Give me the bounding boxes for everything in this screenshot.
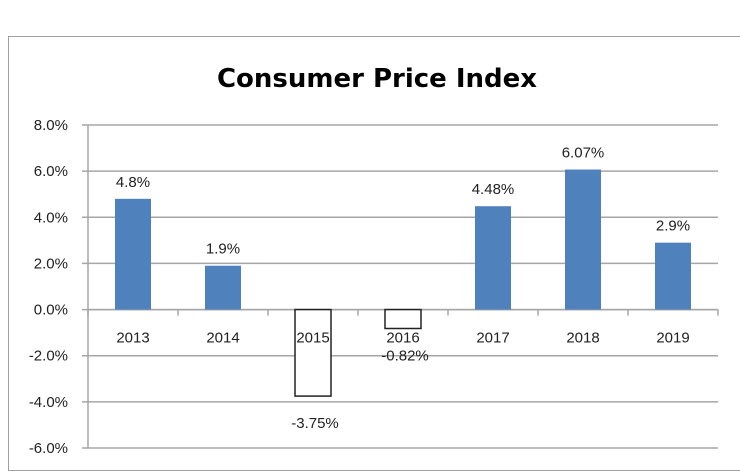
bar <box>655 242 691 310</box>
bar <box>115 198 151 310</box>
data-label: 2.9% <box>656 218 690 235</box>
y-tick-label: 8.0% <box>34 117 68 134</box>
bar <box>294 308 332 397</box>
y-tick-label: 6.0% <box>34 163 68 180</box>
data-label: 4.48% <box>472 181 515 198</box>
x-tick-label: 2015 <box>296 330 329 347</box>
bar <box>384 308 422 330</box>
y-tick-label: 2.0% <box>34 255 68 272</box>
chart-title: Consumer Price Index <box>217 64 537 94</box>
data-label: 1.9% <box>206 241 240 258</box>
bar <box>205 265 241 310</box>
data-label: -3.75% <box>291 415 339 432</box>
data-label: -0.82% <box>381 347 429 364</box>
y-tick-label: -6.0% <box>29 440 68 457</box>
data-label: 6.07% <box>562 145 605 162</box>
bar <box>475 206 511 310</box>
x-tick-label: 2017 <box>476 330 509 347</box>
data-label: 4.8% <box>116 174 150 191</box>
x-tick-label: 2018 <box>566 330 599 347</box>
y-tick-label: 4.0% <box>34 209 68 226</box>
y-tick-label: -4.0% <box>29 394 68 411</box>
x-tick-label: 2014 <box>206 330 239 347</box>
y-tick-label: 0.0% <box>34 302 68 319</box>
x-tick-label: 2013 <box>116 330 149 347</box>
x-tick-label: 2016 <box>386 330 419 347</box>
y-tick-label: -2.0% <box>29 348 68 365</box>
x-tick-label: 2019 <box>656 330 689 347</box>
bar <box>565 169 601 310</box>
